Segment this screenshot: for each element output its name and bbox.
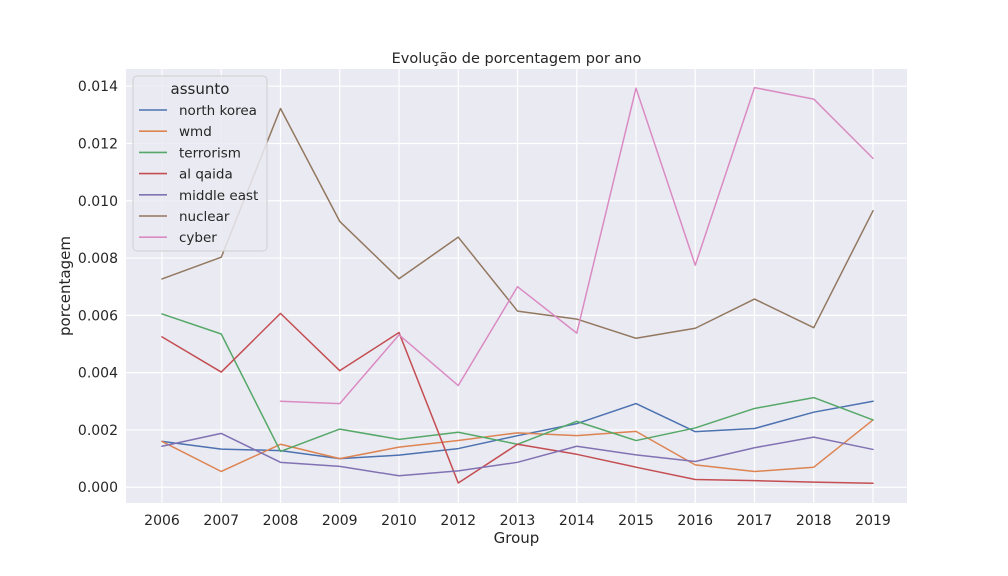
legend-item: nuclear	[139, 209, 230, 225]
y-tick-label: 0.004	[78, 366, 118, 382]
legend-box	[132, 75, 268, 252]
legend-entries: north korea wmd terrorism al qaida middle ea…	[139, 103, 258, 246]
legend-item: al qaida	[139, 167, 233, 183]
x-tick-label: 2015	[618, 513, 654, 529]
legend-label: nuclear	[179, 209, 230, 225]
x-tick-label: 2019	[855, 513, 891, 529]
x-tick-label: 2008	[263, 513, 299, 529]
y-tick-label: 0.014	[78, 79, 118, 95]
y-tick-label: 0.008	[78, 251, 118, 267]
series-line-al-qaida	[161, 312, 874, 484]
legend-label: al qaida	[179, 167, 233, 183]
y-tick-label: 0.002	[78, 423, 118, 439]
x-tick-label: 2006	[144, 513, 180, 529]
x-tick-label: 2014	[559, 513, 595, 529]
x-tick-labels: 2006 2007 2008 2009 2010 2012 2013 2014 2015 2016…	[144, 513, 891, 529]
series-lines	[161, 86, 874, 484]
legend-item: terrorism	[139, 145, 241, 161]
y-tick-label: 0.012	[78, 136, 118, 152]
y-axis-label: porcentagem	[56, 236, 74, 336]
x-axis-label: Group	[494, 529, 540, 547]
x-tick-label: 2010	[381, 513, 417, 529]
x-tick-label: 2018	[796, 513, 832, 529]
legend-label: north korea	[179, 103, 257, 119]
x-tick-label: 2017	[737, 513, 773, 529]
chart-title: Evolução de porcentagem por ano	[392, 51, 642, 67]
grid	[126, 69, 907, 503]
legend-label: terrorism	[179, 145, 241, 161]
x-tick-label: 2016	[677, 513, 713, 529]
legend-label: wmd	[179, 124, 212, 140]
legend: assunto north korea wmd terrorism al qaida m…	[132, 75, 268, 252]
legend-item: north korea	[139, 103, 257, 119]
legend-title: assunto	[171, 80, 230, 98]
x-tick-label: 2007	[203, 513, 239, 529]
series-line-cyber	[279, 86, 874, 405]
y-tick-label: 0.010	[78, 194, 118, 210]
legend-item: wmd	[139, 124, 212, 140]
x-tick-label: 2009	[322, 513, 358, 529]
series-line-nuclear	[161, 107, 874, 340]
legend-label: cyber	[179, 230, 217, 246]
legend-item: middle east	[139, 188, 258, 204]
legend-label: middle east	[179, 188, 258, 204]
series-line-middle-east	[161, 432, 874, 477]
x-tick-label: 2012	[440, 513, 476, 529]
x-tick-label: 2013	[500, 513, 536, 529]
y-tick-label: 0.006	[78, 308, 118, 324]
series-line-wmd	[161, 419, 874, 473]
y-tick-label: 0.000	[78, 480, 118, 496]
legend-item: cyber	[139, 230, 217, 246]
y-tick-labels: 0.000 0.002 0.004 0.006 0.008 0.010 0.012 0.014	[78, 79, 118, 496]
